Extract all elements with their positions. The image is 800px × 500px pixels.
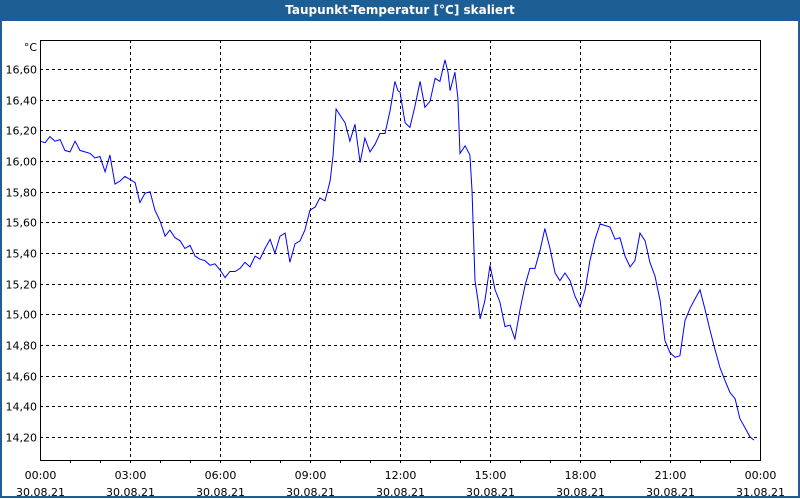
- y-tick-label: 14,60: [6, 371, 38, 384]
- y-tick-label: 15,80: [6, 187, 38, 200]
- x-tick-time-label: 15:00: [475, 469, 507, 482]
- y-tick-label: 14,20: [6, 432, 38, 445]
- x-tick-date-label: 30.08.21: [376, 486, 425, 499]
- y-axis-unit-label: °C: [24, 41, 38, 54]
- y-tick-label: 15,40: [6, 248, 38, 261]
- x-tick-time-label: 12:00: [385, 469, 417, 482]
- x-tick-date-label: 30.08.21: [196, 486, 245, 499]
- x-tick-date-label: 30.08.21: [16, 486, 65, 499]
- x-tick-date-label: 30.08.21: [646, 486, 695, 499]
- window-title: Taupunkt-Temperatur [°C] skaliert: [0, 0, 800, 21]
- y-tick-label: 14,40: [6, 401, 38, 414]
- series-line-taupunkt: [39, 59, 755, 441]
- plot-frame: [40, 40, 761, 461]
- x-tick-date-label: 30.08.21: [556, 486, 605, 499]
- x-tick-time-label: 00:00: [745, 469, 777, 482]
- x-tick-time-label: 00:00: [25, 469, 57, 482]
- y-tick-label: 15,20: [6, 279, 38, 292]
- x-tick-date-label: 30.08.21: [106, 486, 155, 499]
- x-tick-date-label: 30.08.21: [286, 486, 335, 499]
- x-tick-time-label: 06:00: [205, 469, 237, 482]
- x-tick-time-label: 21:00: [655, 469, 687, 482]
- x-tick-time-label: 03:00: [115, 469, 147, 482]
- x-tick-time-label: 18:00: [565, 469, 597, 482]
- y-tick-label: 16,20: [6, 125, 38, 138]
- y-tick-label: 16,00: [6, 156, 38, 169]
- y-tick-label: 16,40: [6, 95, 38, 108]
- y-tick-label: 15,00: [6, 309, 38, 322]
- y-tick-label: 15,60: [6, 217, 38, 230]
- x-tick-date-label: 30.08.21: [466, 486, 515, 499]
- y-tick-label: 14,80: [6, 340, 38, 353]
- y-tick-label: 16,60: [6, 64, 38, 77]
- x-tick-date-label: 31.08.21: [736, 486, 785, 499]
- x-tick-time-label: 09:00: [295, 469, 327, 482]
